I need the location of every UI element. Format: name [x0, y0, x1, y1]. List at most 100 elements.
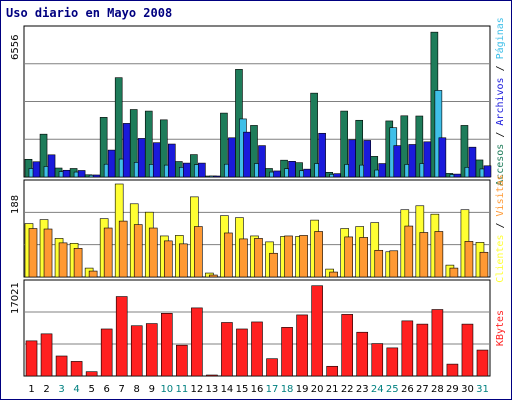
bar-visitas-day-28 [434, 231, 444, 278]
bar-kbytes-day-1 [25, 340, 38, 377]
right-series-label: KBytes [495, 310, 506, 346]
x-tick-label-day-15: 15 [236, 384, 249, 395]
bar-accesos-day-14 [220, 112, 228, 178]
x-tick-label-day-24: 24 [371, 384, 384, 395]
x-tick-label-day-10: 10 [160, 384, 173, 395]
bar-archivos-day-16 [258, 145, 266, 178]
bar-visitas-day-3 [58, 242, 68, 278]
bar-accesos-day-27 [415, 115, 424, 178]
bar-visitas-day-9 [148, 227, 158, 278]
bar-visitas-day-19 [299, 235, 308, 278]
bar-accesos-day-24 [370, 156, 379, 178]
bar-accesos-day-30 [460, 125, 469, 178]
ymax-label: 6556 [10, 35, 21, 60]
bar-kbytes-day-28 [431, 309, 444, 377]
bar-visitas-day-13 [209, 274, 218, 278]
bar-visitas-day-31 [479, 251, 489, 278]
bar-kbytes-day-27 [416, 323, 429, 377]
bar-kbytes-day-8 [130, 325, 143, 377]
bar-kbytes-day-17 [266, 358, 278, 377]
bar-kbytes-day-24 [371, 343, 384, 377]
bar-accesos-day-1 [24, 158, 33, 178]
bar-kbytes-day-30 [461, 323, 474, 377]
x-tick-label-day-9: 9 [149, 384, 155, 395]
bar-visitas-day-11 [179, 243, 188, 278]
bar-visitas-day-27 [419, 232, 429, 278]
x-tick-label-day-16: 16 [251, 384, 264, 395]
bar-archivos-day-13 [213, 175, 221, 178]
bar-archivos-day-15 [243, 131, 251, 178]
bar-kbytes-day-26 [401, 320, 414, 377]
x-tick-label-day-26: 26 [401, 384, 414, 395]
bar-kbytes-day-14 [221, 322, 233, 377]
bar-archivos-day-12 [198, 162, 206, 178]
bar-kbytes-day-20 [311, 285, 323, 377]
bar-kbytes-day-29 [446, 363, 459, 377]
bar-visitas-day-15 [239, 238, 248, 278]
bar-archivos-day-17 [273, 170, 281, 178]
x-tick-label-day-22: 22 [341, 384, 354, 395]
bar-kbytes-day-13 [206, 374, 218, 377]
x-tick-label-day-25: 25 [386, 384, 399, 395]
bar-kbytes-day-10 [161, 313, 173, 377]
right-series-label: Clientes / Visitas [495, 174, 506, 282]
bar-kbytes-day-18 [281, 327, 293, 377]
bar-accesos-day-31 [475, 159, 484, 178]
bar-accesos-day-23 [355, 119, 364, 178]
bar-archivos-day-1 [32, 161, 41, 178]
bar-visitas-day-25 [389, 250, 399, 278]
bar-kbytes-day-2 [40, 333, 53, 377]
bar-visitas-day-20 [314, 231, 323, 278]
bar-visitas-day-24 [374, 249, 384, 278]
series-name-kbytes: KBytes [495, 310, 506, 346]
bar-archivos-day-10 [167, 143, 176, 178]
series-name-páginas: Páginas [494, 17, 506, 59]
bar-kbytes-day-19 [296, 314, 308, 377]
x-tick-label-day-20: 20 [311, 384, 324, 395]
bar-páginas-day-28 [434, 90, 443, 178]
x-tick-label-day-2: 2 [43, 384, 49, 395]
series-name-archivos: Archivos [495, 77, 506, 125]
bar-archivos-day-29 [453, 173, 462, 178]
bar-archivos-day-26 [408, 144, 417, 178]
x-tick-label-day-1: 1 [28, 384, 34, 395]
bar-visitas-day-12 [194, 226, 203, 278]
bar-kbytes-day-7 [115, 296, 128, 377]
bar-kbytes-day-3 [55, 355, 68, 377]
bar-archivos-day-3 [62, 169, 71, 178]
ymax-label: 17021 [10, 282, 21, 314]
bar-archivos-day-7 [122, 123, 131, 178]
bar-archivos-day-20 [318, 132, 326, 178]
x-tick-label-day-19: 19 [296, 384, 309, 395]
bar-accesos-day-6 [99, 117, 108, 178]
bar-archivos-day-31 [483, 165, 492, 178]
ymax-label: 188 [10, 195, 21, 214]
bar-kbytes-day-22 [341, 314, 353, 377]
bar-accesos-day-22 [340, 110, 348, 178]
series-name-accesos: Accesos [495, 144, 506, 186]
bar-archivos-day-22 [348, 139, 356, 178]
x-tick-label-day-7: 7 [119, 384, 125, 395]
bar-visitas-day-4 [73, 248, 83, 278]
bar-visitas-day-30 [464, 241, 474, 278]
x-tick-label-day-3: 3 [58, 384, 64, 395]
bar-archivos-day-5 [92, 174, 101, 178]
bar-visitas-day-14 [224, 232, 233, 278]
chart-title: Uso diario en Mayo 2008 [6, 6, 172, 20]
bar-visitas-day-26 [404, 225, 414, 278]
bar-visitas-day-23 [359, 237, 369, 278]
bar-kbytes-day-4 [70, 361, 83, 377]
bar-kbytes-day-25 [386, 347, 399, 377]
bar-visitas-day-8 [133, 224, 143, 278]
series-name-clientes: Clientes [495, 235, 506, 283]
right-series-label: Accesos / Archivos / Páginas [494, 17, 506, 186]
bar-visitas-day-7 [118, 220, 128, 278]
bar-visitas-day-2 [43, 228, 53, 278]
x-tick-label-day-18: 18 [281, 384, 294, 395]
bar-archivos-day-18 [288, 161, 296, 178]
bar-archivos-day-25 [393, 145, 402, 178]
panel-3: 17021 KBytes [10, 279, 506, 377]
bar-kbytes-day-9 [145, 323, 158, 377]
bar-accesos-day-19 [295, 162, 303, 178]
